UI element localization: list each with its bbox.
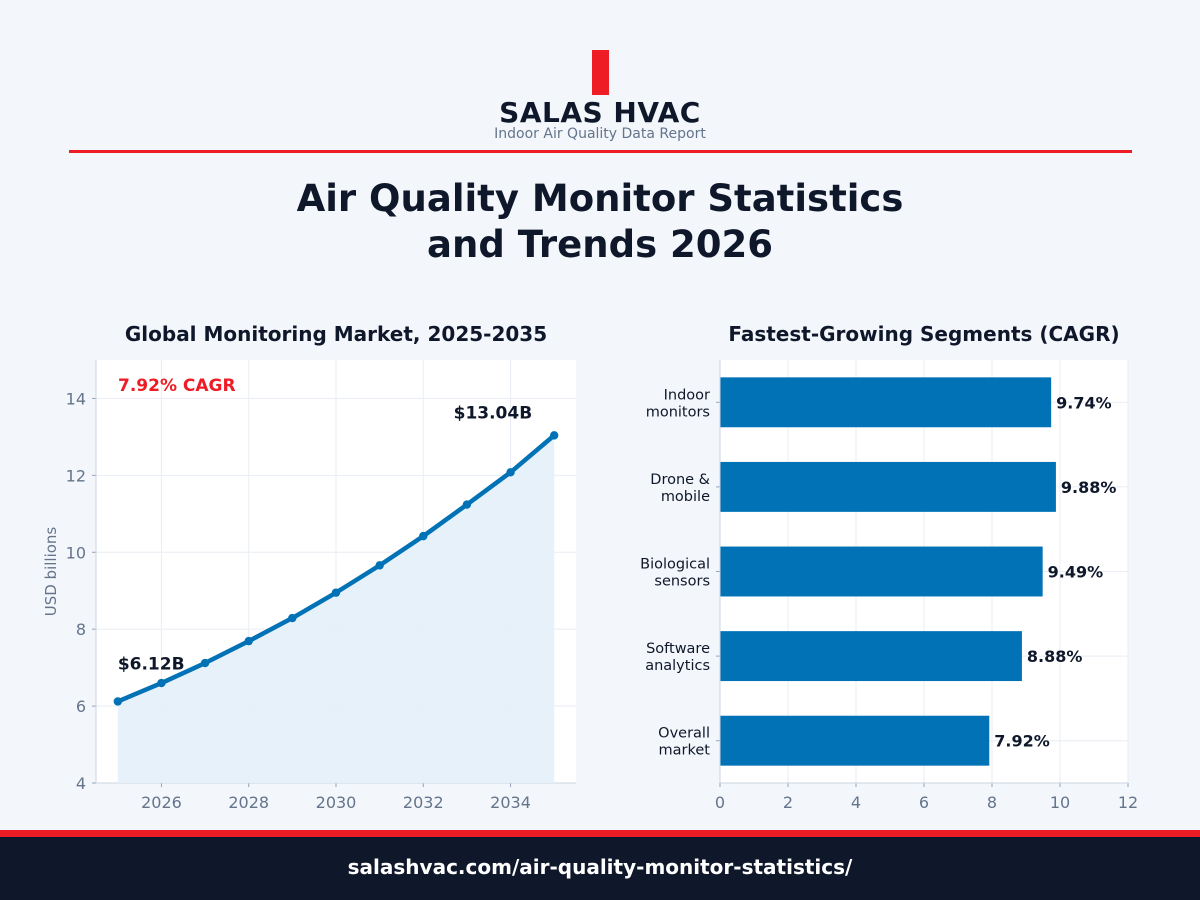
x-tick-label: 2	[783, 793, 793, 812]
brand-subtitle: Indoor Air Quality Data Report	[494, 126, 706, 142]
y-tick-label: 14	[66, 389, 86, 408]
x-tick-label: 2026	[141, 793, 182, 812]
data-point	[200, 658, 210, 668]
data-point	[462, 500, 472, 509]
header-divider	[69, 150, 1132, 153]
start-value-label: $6.12B	[118, 654, 185, 674]
y-tick-label: 6	[76, 697, 86, 716]
bar	[720, 546, 1043, 597]
x-tick-label: 4	[851, 793, 861, 812]
category-label: Biological sensors	[640, 557, 710, 590]
x-tick-label: 12	[1118, 793, 1138, 812]
bar-value-label: 8.88%	[1027, 647, 1083, 666]
data-point	[331, 588, 341, 597]
data-point	[244, 636, 253, 646]
category-label: Overall market	[658, 726, 710, 759]
x-tick-label: 2034	[490, 793, 531, 812]
segments-bar-chart: Fastest-Growing Segments (CAGR) 0 2 4 6 8 10 12…	[640, 322, 1138, 812]
x-tick-label: 2030	[316, 793, 357, 812]
data-point	[549, 431, 559, 440]
x-tick-label: 8	[987, 793, 997, 812]
x-tick-label: 2032	[403, 793, 444, 812]
chart-title: Fastest-Growing Segments (CAGR)	[728, 322, 1119, 346]
category-label: Indoor monitors	[646, 387, 710, 420]
x-tick-label: 2028	[228, 793, 269, 812]
data-point	[288, 613, 297, 623]
data-point	[375, 561, 384, 570]
y-tick-label: 12	[66, 466, 86, 485]
x-tick-label: 0	[715, 793, 725, 812]
footer-url[interactable]: salashvac.com/air-quality-monitor-statis…	[347, 855, 853, 879]
data-point	[157, 678, 166, 688]
chart-title: Global Monitoring Market, 2025-2035	[125, 322, 547, 346]
bar	[720, 377, 1052, 428]
page-title-line-2: and Trends 2026	[427, 223, 773, 266]
data-point	[506, 468, 515, 477]
cagr-annotation: 7.92% CAGR	[118, 376, 236, 396]
data-point	[419, 531, 428, 541]
page-title: Air Quality Monitor Statistics and Trend…	[0, 176, 1200, 268]
y-tick-label: 8	[76, 620, 86, 639]
logo-mark	[592, 50, 609, 95]
bar	[720, 631, 1022, 682]
bar	[720, 461, 1056, 512]
bar-value-label: 9.88%	[1061, 478, 1117, 497]
y-tick-label: 4	[76, 774, 86, 793]
x-tick-label: 6	[919, 793, 929, 812]
category-label: Drone & mobile	[650, 472, 710, 505]
x-tick-label: 10	[1050, 793, 1070, 812]
bar-value-label: 7.92%	[994, 732, 1050, 751]
page-title-line-1: Air Quality Monitor Statistics	[296, 177, 904, 220]
footer-accent-stripe	[0, 830, 1200, 837]
bar-value-label: 9.49%	[1048, 563, 1104, 582]
end-value-label: $13.04B	[454, 403, 533, 423]
market-line-chart: Global Monitoring Market, 2025-2035 2026 2…	[42, 322, 576, 812]
y-axis-label: USD billions	[42, 527, 60, 617]
category-label: Software analytics	[645, 641, 710, 674]
bar	[720, 715, 990, 766]
data-point	[113, 697, 123, 706]
bar-value-label: 9.74%	[1056, 393, 1112, 412]
brand-name: SALAS HVAC	[499, 96, 701, 129]
y-tick-label: 10	[66, 543, 86, 562]
footer-bar	[0, 837, 1200, 900]
